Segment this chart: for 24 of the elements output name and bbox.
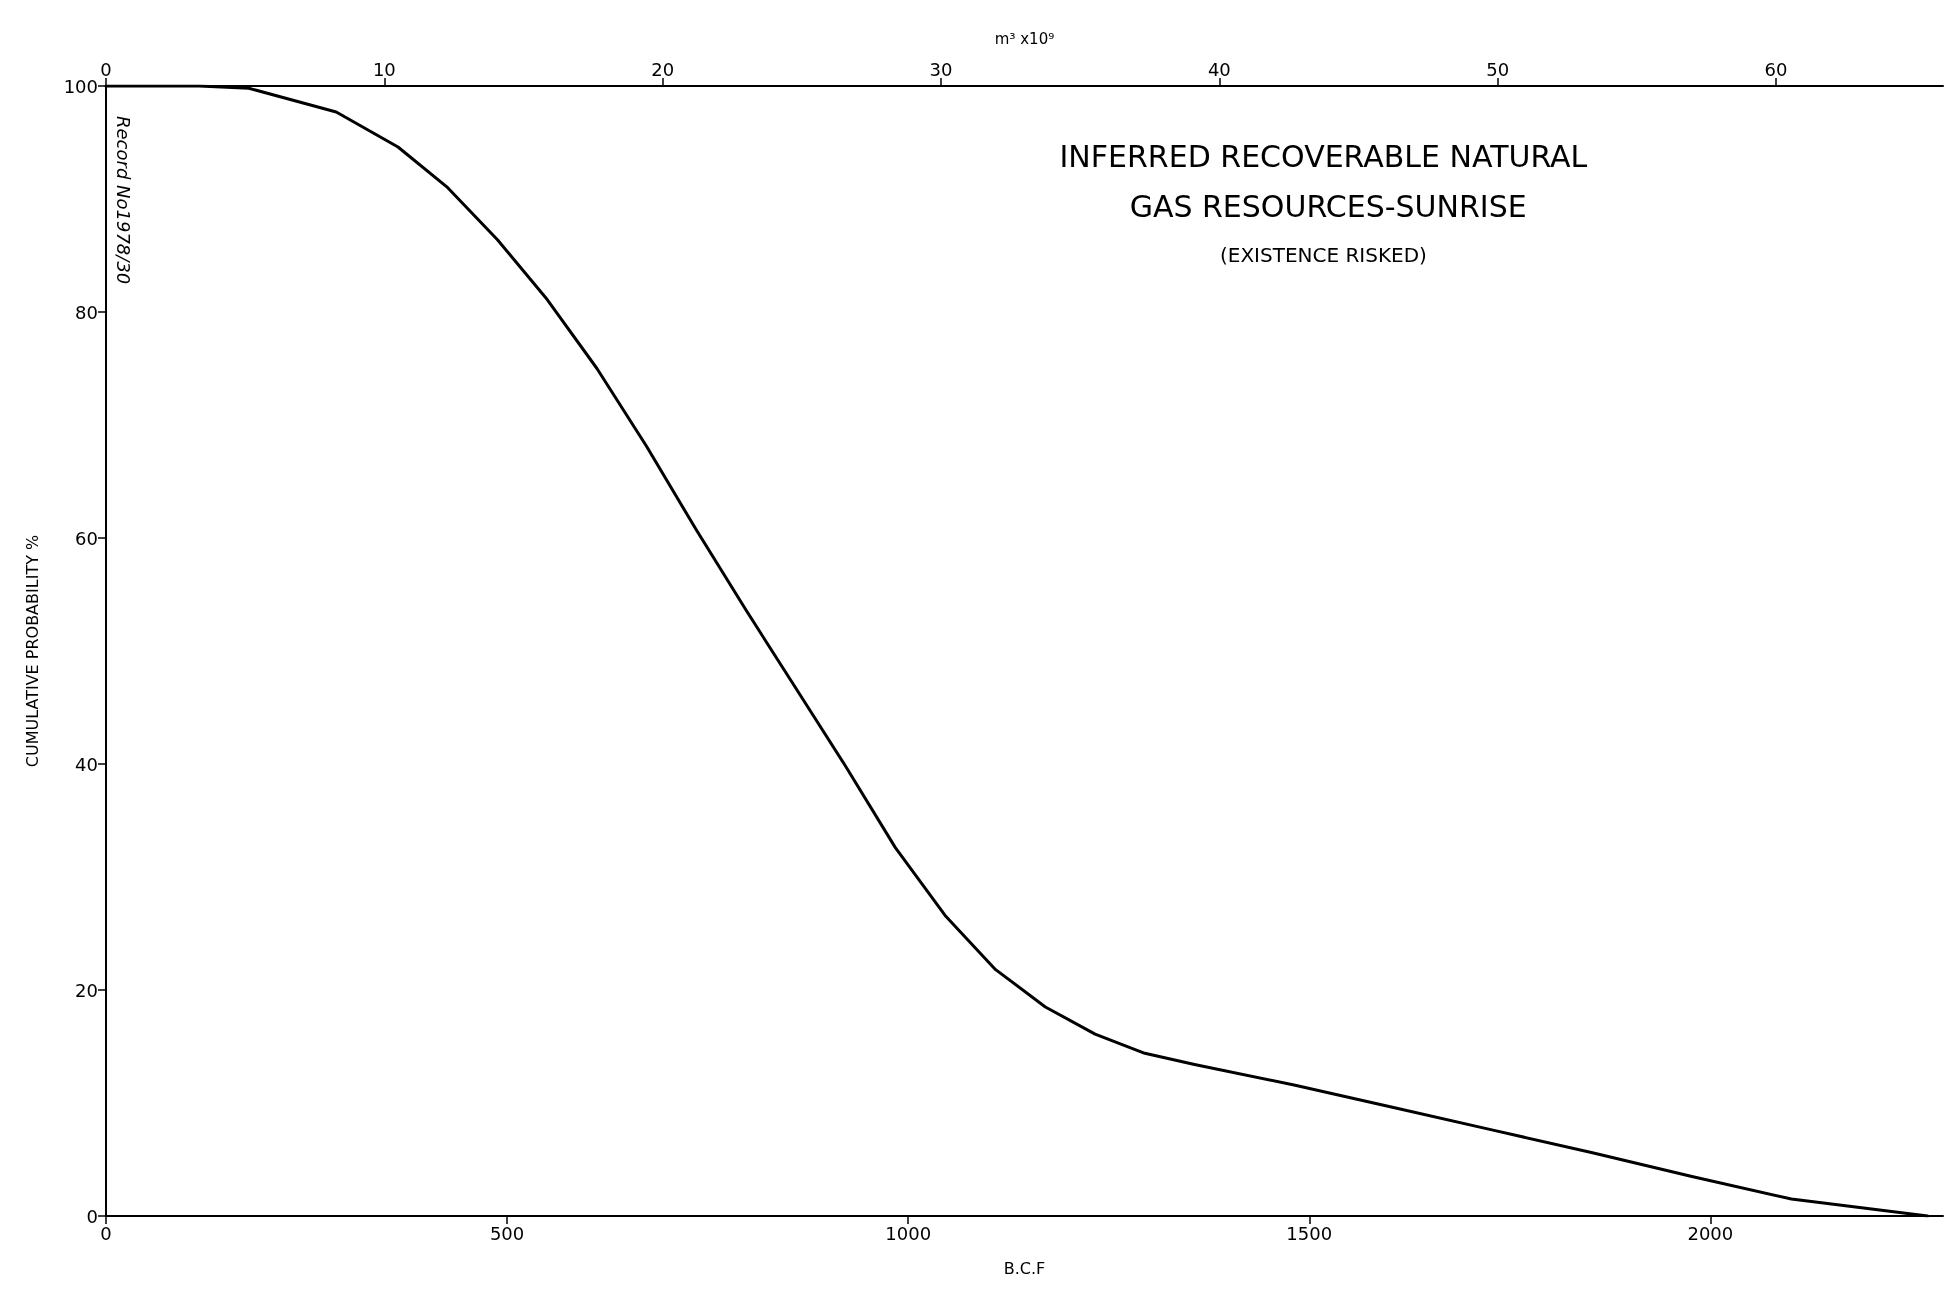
y-axis-title: CUMULATIVE PROBABILITY % bbox=[22, 534, 42, 768]
x-tick-label: 500 bbox=[489, 1222, 525, 1244]
x-axis-title: B.C.F bbox=[1003, 1258, 1046, 1278]
x-tick-label: 2000 bbox=[1687, 1222, 1734, 1244]
text: (EXISTENCE RISKED) bbox=[1219, 243, 1427, 267]
annotation: Record No1978/30 bbox=[112, 116, 134, 285]
x2-tick-label: 0 bbox=[100, 58, 112, 80]
y-tick-label: 80 bbox=[75, 301, 98, 323]
x2-tick-label: 50 bbox=[1486, 58, 1510, 80]
y-tick-label: 40 bbox=[75, 753, 98, 775]
x2-axis-title: m³ x10⁹ bbox=[994, 29, 1055, 48]
x2-tick-label: 20 bbox=[651, 58, 675, 80]
x-tick-label: 1000 bbox=[885, 1222, 932, 1244]
x-tick-label: 1500 bbox=[1286, 1222, 1333, 1244]
text: INFERRED RECOVERABLE NATURAL GAS RESOURCES-SUNRISE bbox=[1059, 138, 1588, 224]
x2-tick-label: 40 bbox=[1207, 58, 1231, 80]
y-tick-label: 60 bbox=[75, 527, 98, 549]
y-tick-label: 100 bbox=[63, 75, 98, 97]
x2-tick-label: 30 bbox=[929, 58, 953, 80]
y-tick-label: 0 bbox=[86, 1205, 98, 1227]
x-tick-label: 0 bbox=[100, 1222, 112, 1244]
x2-tick-label: 10 bbox=[372, 58, 396, 80]
x2-tick-label: 60 bbox=[1764, 58, 1788, 80]
y-tick-label: 20 bbox=[75, 979, 98, 1001]
